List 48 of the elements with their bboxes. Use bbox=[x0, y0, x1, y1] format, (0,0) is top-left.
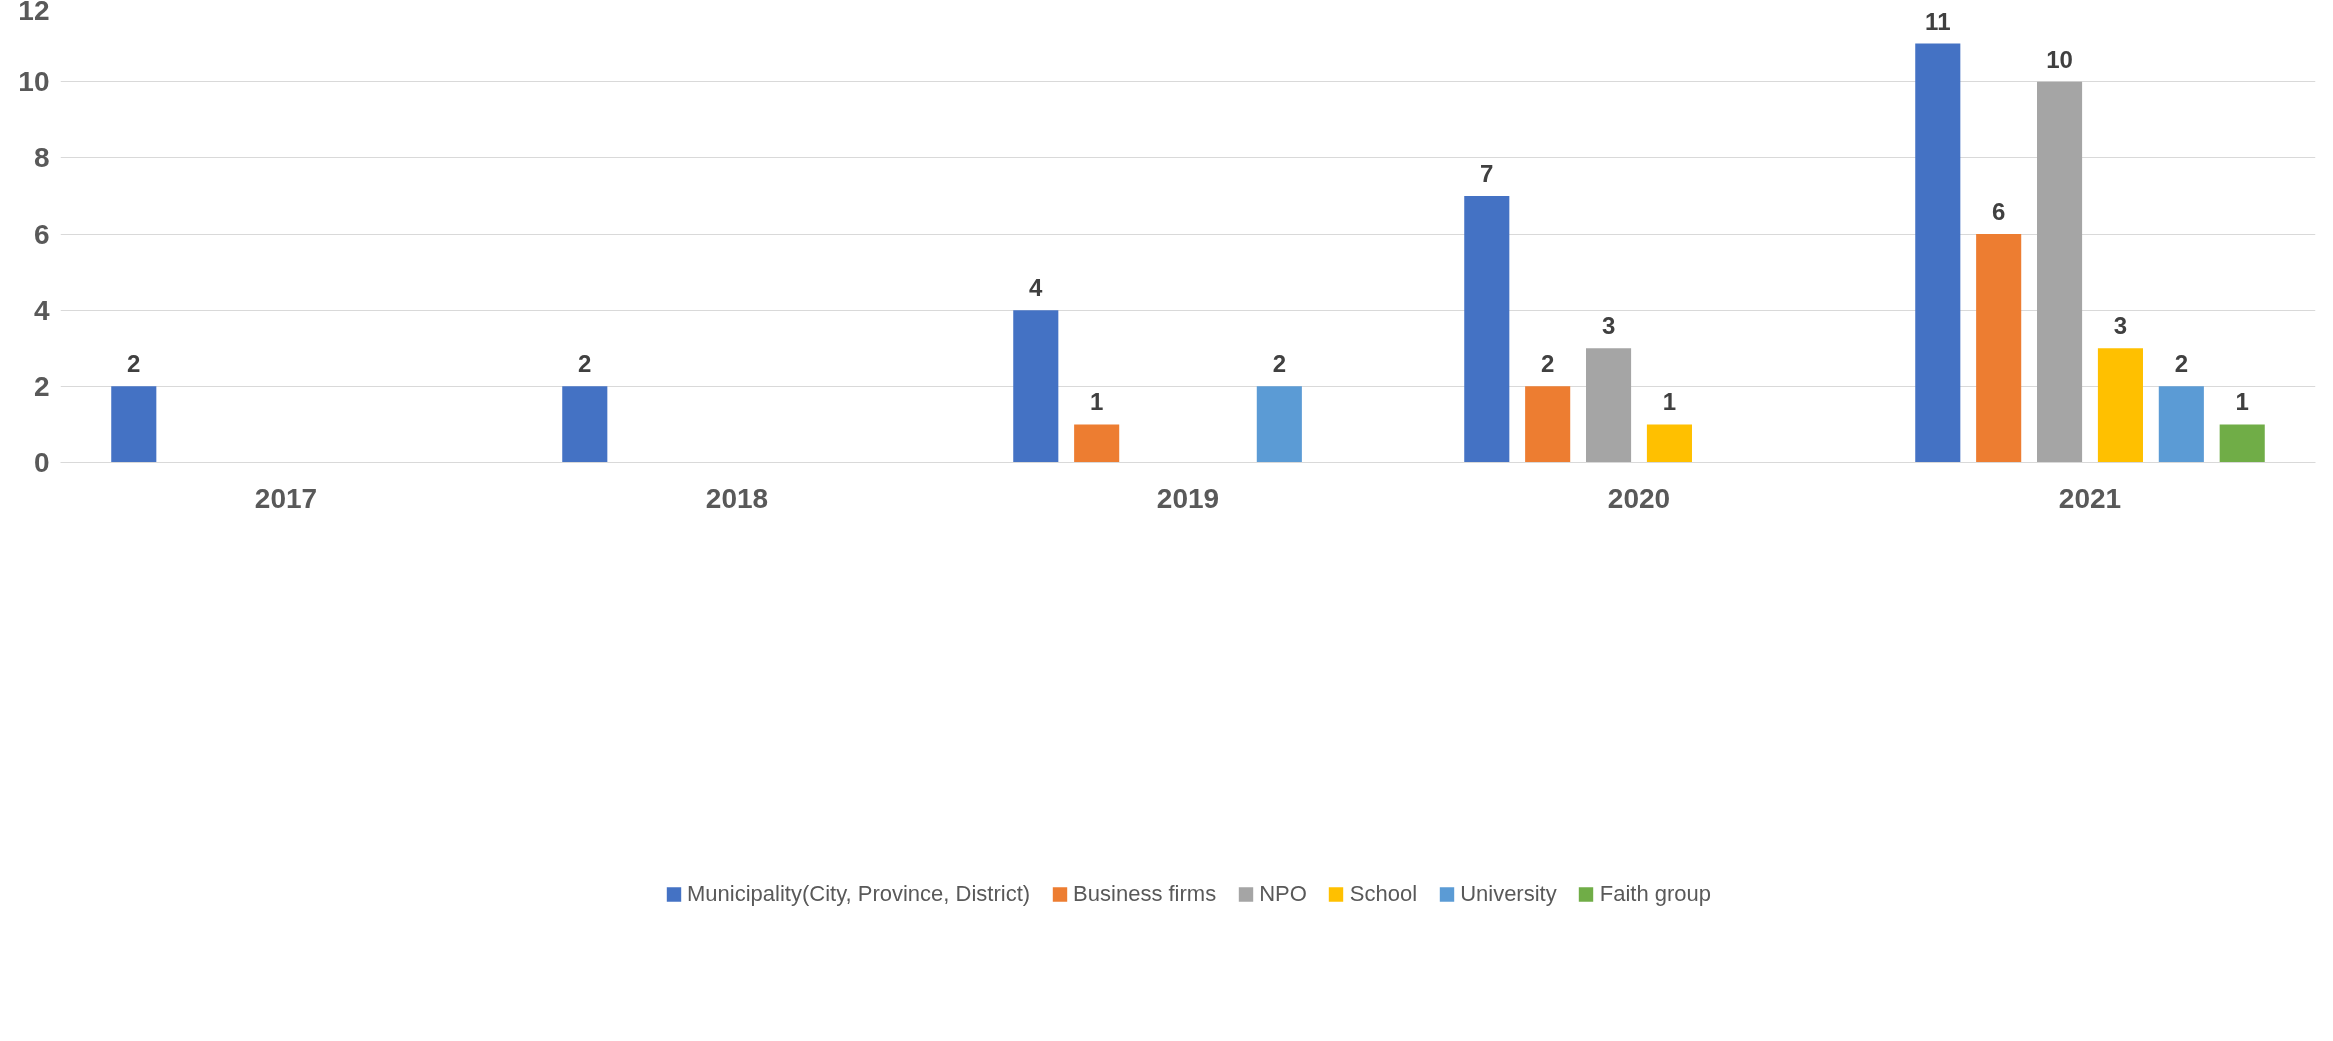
data-label: 10 bbox=[2046, 45, 2073, 73]
bar bbox=[1525, 386, 1571, 463]
y-tick-label: 8 bbox=[33, 142, 50, 174]
bar bbox=[111, 386, 157, 463]
bar bbox=[2037, 81, 2083, 463]
bar bbox=[562, 386, 608, 463]
x-tick-label: 2020 bbox=[1607, 482, 1671, 514]
data-label: 2 bbox=[1541, 350, 1555, 378]
y-tick-label: 4 bbox=[33, 294, 50, 326]
bar bbox=[2219, 424, 2265, 463]
bar bbox=[2097, 348, 2143, 463]
data-label: 7 bbox=[1480, 159, 1494, 187]
y-tick-label: 0 bbox=[33, 447, 50, 478]
bar bbox=[1915, 43, 1961, 463]
x-tick-label: 2018 bbox=[705, 482, 769, 514]
data-label: 3 bbox=[2113, 312, 2128, 340]
y-tick-label: 12 bbox=[18, 0, 50, 26]
x-tick-label: 2019 bbox=[1156, 482, 1220, 514]
data-label: 1 bbox=[1662, 388, 1677, 416]
data-label: 2 bbox=[1272, 350, 1287, 378]
y-tick-label: 2 bbox=[33, 370, 50, 402]
bar bbox=[1256, 386, 1302, 463]
legend-label: Municipality(City, Province, District) bbox=[687, 880, 1031, 907]
data-label: 2 bbox=[127, 350, 141, 378]
bar bbox=[1976, 234, 2022, 463]
data-label: 6 bbox=[1992, 198, 2006, 225]
bar bbox=[1646, 424, 1692, 463]
data-label: 2 bbox=[578, 350, 592, 378]
legend-label: NPO bbox=[1259, 880, 1307, 907]
y-tick-label: 10 bbox=[18, 66, 50, 98]
data-label: 1 bbox=[2235, 388, 2249, 416]
bar bbox=[1074, 424, 1120, 463]
bar bbox=[1013, 310, 1059, 463]
legend-label: Business firms bbox=[1073, 880, 1217, 907]
legend-label: School bbox=[1349, 880, 1418, 907]
x-tick-label: 2017 bbox=[254, 482, 318, 514]
y-tick-label: 6 bbox=[33, 218, 50, 250]
data-label: 3 bbox=[1601, 312, 1616, 340]
data-label: 4 bbox=[1029, 274, 1044, 302]
data-label: 1 bbox=[1090, 388, 1104, 416]
bar bbox=[2158, 386, 2204, 463]
legend-label: Faith group bbox=[1599, 880, 1711, 907]
data-label: 11 bbox=[1925, 7, 1951, 35]
data-label: 2 bbox=[2174, 350, 2189, 378]
bar bbox=[1586, 348, 1632, 463]
bar bbox=[1464, 195, 1510, 463]
x-tick-label: 2021 bbox=[2058, 482, 2122, 514]
legend-label: University bbox=[1460, 880, 1557, 907]
